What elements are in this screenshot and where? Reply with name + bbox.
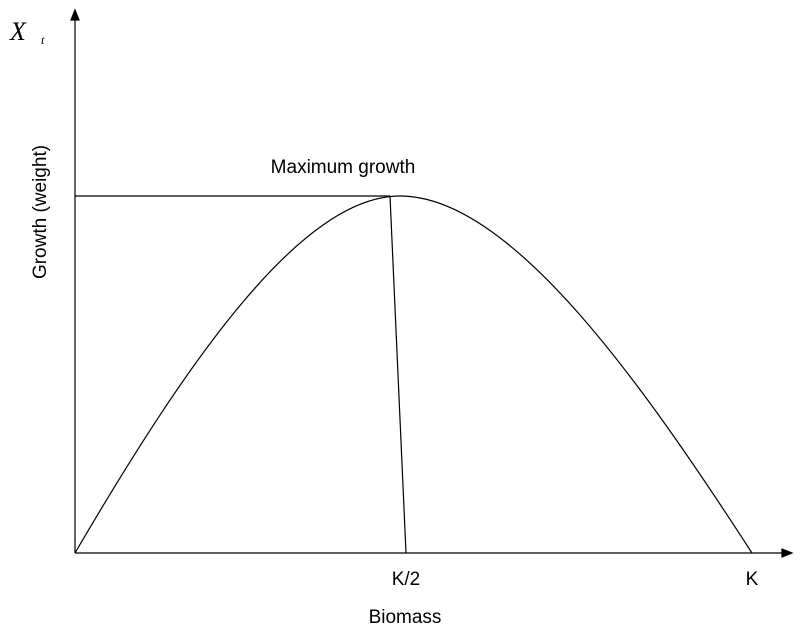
x-title: Biomass — [369, 607, 442, 626]
y-symbol: X — [9, 17, 27, 46]
annotation: Maximum growth — [271, 157, 416, 178]
growth-curve — [74, 195, 753, 554]
y-title: Growth (weight) — [30, 145, 51, 279]
y-symbol-subscript: t — [41, 33, 45, 47]
drop-line — [389, 195, 407, 554]
x-tick-label: K/2 — [392, 569, 421, 590]
x-tick-label: K — [746, 569, 759, 590]
x-arrow — [781, 548, 794, 558]
y-arrow — [70, 8, 80, 21]
